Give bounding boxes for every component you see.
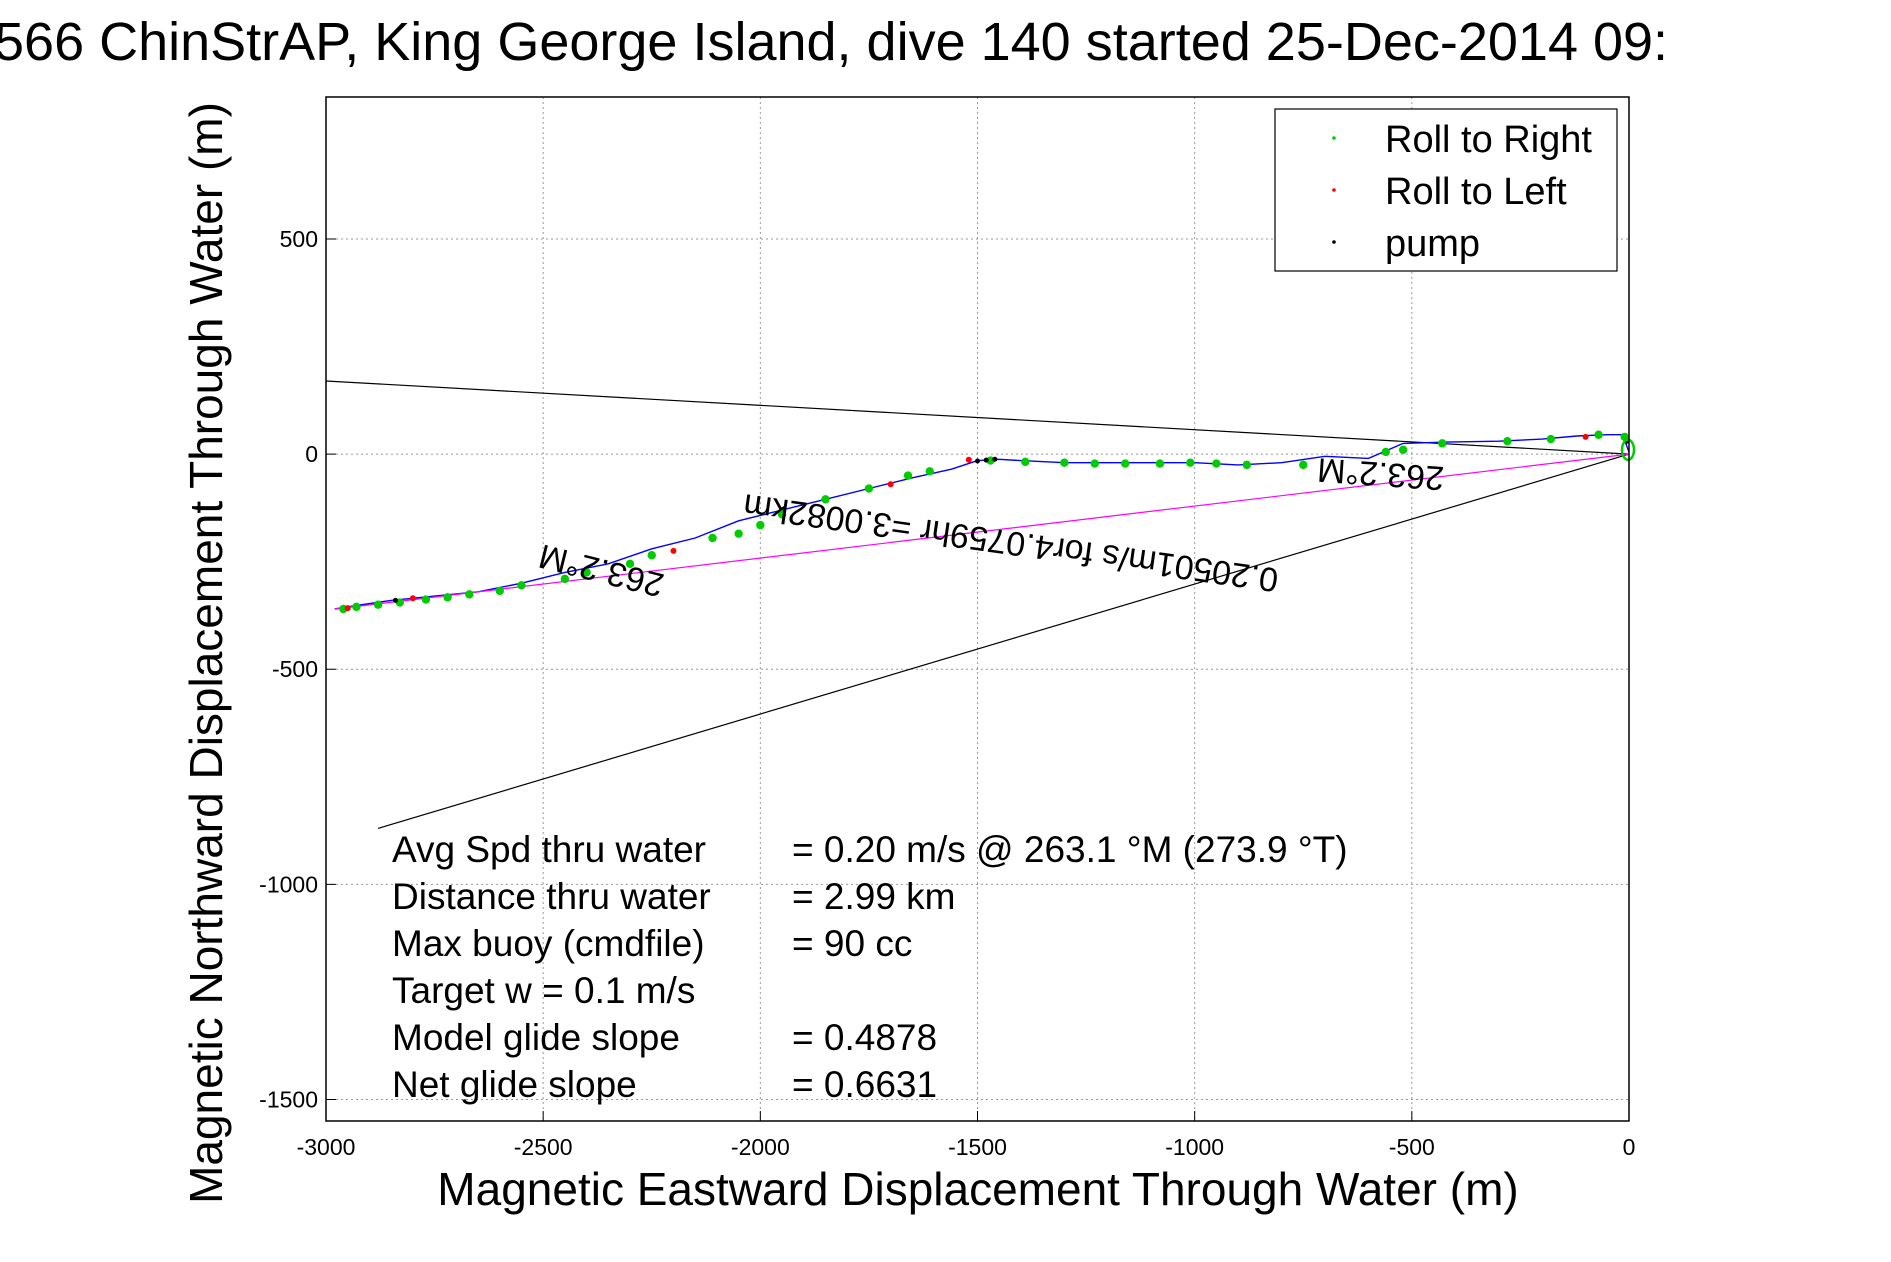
net-displacement-line: [334, 453, 1630, 610]
dive-start-marker: [1620, 438, 1636, 462]
roll-right-marker: [647, 551, 656, 560]
roll-right-marker: [443, 593, 452, 602]
x-axis-label: Magnetic Eastward Displacement Through W…: [437, 1163, 1518, 1215]
x-tick-label: -1000: [1165, 1134, 1224, 1160]
roll-right-marker: [1120, 459, 1130, 468]
roll-right-marker: [1438, 439, 1447, 448]
roll-right-marker: [925, 467, 934, 476]
summary-value: = 0.20 m/s @ 263.1 °M (273.9 °T): [792, 829, 1348, 870]
x-axis-ticks: -3000 -2500 -2000 -1500 -1000 -500 0: [297, 1111, 1636, 1160]
summary-label: Model glide slope: [392, 1017, 680, 1058]
roll-right-marker: [560, 574, 570, 584]
roll-right-marker: [1186, 458, 1195, 467]
legend-marker: [1332, 188, 1336, 192]
x-tick-label: -2500: [514, 1134, 573, 1160]
y-tick-label: -500: [272, 656, 318, 682]
y-tick-label: 500: [280, 226, 318, 252]
x-tick-label: -500: [1389, 1134, 1435, 1160]
summary-label: Distance thru water: [392, 876, 711, 917]
roll-left-marker: [965, 456, 972, 463]
roll-right-marker: [1546, 434, 1556, 444]
y-axis-label: Magnetic Northward Displacement Through …: [180, 102, 232, 1204]
legend-marker: [1332, 240, 1336, 244]
summary-label: Net glide slope: [392, 1064, 637, 1105]
pump-marker: [983, 457, 989, 463]
summary-value: = 0.4878: [792, 1017, 937, 1058]
roll-left-marker: [887, 481, 894, 488]
x-tick-label: -3000: [297, 1134, 356, 1160]
x-tick-label: 0: [1623, 1134, 1636, 1160]
reference-lines: [325, 380, 1630, 829]
roll-right-marker: [465, 590, 474, 599]
y-tick-label: -1000: [259, 871, 318, 897]
roll-right-marker: [1212, 459, 1221, 468]
roll-left-marker: [409, 595, 416, 602]
roll-left-marker: [1582, 433, 1589, 440]
roll-markers: [339, 430, 1636, 614]
summary-label: Avg Spd thru water: [392, 829, 706, 870]
summary-value: = 2.99 km: [792, 876, 956, 917]
roll-right-marker: [1381, 447, 1390, 457]
roll-right-marker: [1021, 457, 1030, 467]
reference-line: [325, 380, 1630, 455]
roll-right-marker: [495, 586, 504, 596]
roll-left-marker: [344, 605, 351, 612]
roll-left-marker: [670, 547, 677, 554]
x-tick-label: -1500: [948, 1134, 1007, 1160]
y-tick-label: -1500: [259, 1086, 318, 1112]
legend-marker: [1332, 136, 1336, 140]
pump-marker: [392, 597, 398, 603]
summary-value: = 0.6631: [792, 1064, 937, 1105]
roll-right-marker: [1398, 445, 1408, 455]
legend-label: Roll to Left: [1385, 171, 1567, 213]
summary-value: = 90 cc: [792, 923, 912, 964]
roll-right-marker: [1594, 430, 1603, 439]
legend-box: [1274, 108, 1618, 272]
roll-right-marker: [1060, 458, 1069, 467]
roll-right-marker: [821, 495, 830, 504]
roll-right-marker: [734, 529, 743, 538]
roll-right-marker: [1299, 460, 1308, 470]
y-tick-label: 0: [305, 441, 318, 467]
data-series: [334, 434, 1630, 610]
roll-right-marker: [582, 568, 591, 577]
legend-label: pump: [1385, 223, 1480, 265]
roll-right-marker: [517, 581, 526, 590]
roll-right-marker: [864, 484, 874, 493]
roll-right-marker: [1155, 459, 1165, 468]
heading-annotation: 263.2°M: [1316, 450, 1445, 497]
roll-right-marker: [777, 510, 787, 519]
track-line: [334, 434, 1630, 610]
pump-marker: [992, 456, 998, 462]
roll-right-marker: [708, 533, 717, 543]
roll-right-marker: [1503, 437, 1512, 446]
reference-line: [377, 453, 1630, 829]
y-axis-ticks: 500 0 -500 -1000 -1500: [259, 226, 336, 1112]
roll-right-marker: [1090, 459, 1099, 468]
pump-marker: [975, 458, 980, 464]
legend-label: Roll to Right: [1385, 119, 1592, 161]
chart-title: 566 ChinStrAP, King George Island, dive …: [0, 12, 1668, 72]
roll-right-marker: [421, 595, 431, 604]
legend: Roll to Right Roll to Left pump: [1274, 108, 1618, 272]
roll-right-marker: [756, 520, 765, 530]
roll-right-marker: [373, 600, 383, 609]
summary-label: Max buoy (cmdfile): [392, 923, 705, 964]
summary-label: Target w = 0.1 m/s: [392, 970, 695, 1011]
roll-right-marker: [1242, 460, 1251, 470]
roll-right-marker: [625, 559, 635, 569]
roll-right-marker: [352, 602, 361, 612]
summary-block: Avg Spd thru water = 0.20 m/s @ 263.1 °M …: [392, 829, 1348, 1105]
x-tick-label: -2000: [731, 1134, 790, 1160]
roll-right-marker: [903, 471, 913, 480]
